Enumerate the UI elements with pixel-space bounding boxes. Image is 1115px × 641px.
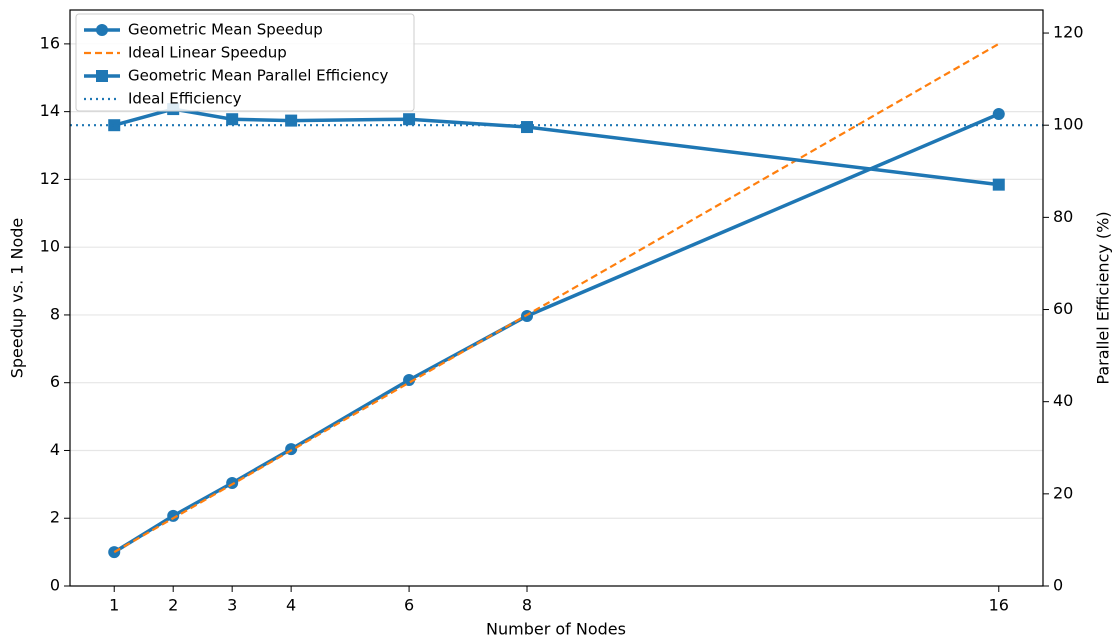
y2-tick-label: 100 [1053, 115, 1084, 134]
point [108, 119, 121, 132]
point [992, 108, 1005, 121]
y2-tick-label: 0 [1053, 576, 1063, 595]
plot-frame [69, 9, 1044, 587]
x-tick-label: 4 [286, 596, 296, 615]
point [167, 509, 180, 522]
y2-tick-label: 120 [1053, 23, 1084, 42]
legend-label: Geometric Mean Speedup [128, 21, 323, 39]
series-line [113, 42, 1000, 554]
y-tick-label: 4 [50, 440, 60, 459]
y2-tick-label: 60 [1053, 299, 1073, 318]
x-tick-label: 6 [404, 596, 414, 615]
legend-marker [96, 70, 108, 82]
series-line [113, 107, 999, 187]
y-tick-label: 2 [50, 508, 60, 527]
legend-label: Geometric Mean Parallel Efficiency [128, 67, 389, 85]
y-tick-label: 14 [40, 101, 60, 120]
legend-marker [96, 24, 108, 36]
x-tick-label: 2 [168, 596, 178, 615]
y2-tick-label: 20 [1053, 483, 1073, 502]
y-tick-label: 10 [40, 237, 60, 256]
x-tick-label: 1 [109, 596, 119, 615]
point [226, 476, 239, 489]
y-tick-label: 6 [50, 372, 60, 391]
y-tick-label: 12 [40, 169, 60, 188]
point [226, 113, 239, 126]
y2-tick-label: 80 [1053, 207, 1073, 226]
x-tick-label: 8 [522, 596, 532, 615]
x-tick-label: 3 [227, 596, 237, 615]
x-tick-label: 16 [989, 596, 1009, 615]
point [285, 114, 298, 127]
legend-label: Ideal Linear Speedup [128, 44, 287, 62]
point [992, 178, 1005, 191]
point [521, 121, 534, 134]
y2-tick-label: 40 [1053, 391, 1073, 410]
x-axis-label: Number of Nodes [486, 620, 626, 639]
y-tick-label: 16 [40, 33, 60, 52]
legend: Geometric Mean Speedup Ideal Linear Speed… [75, 13, 415, 112]
y-tick-label: 0 [50, 576, 60, 595]
y2-axis-label: Parallel Efficiency (%) [1094, 211, 1113, 384]
y-axis-label: Speedup vs. 1 Node [8, 218, 27, 379]
point [403, 113, 416, 126]
legend-box [75, 13, 415, 112]
point [403, 373, 416, 386]
y-tick-label: 8 [50, 304, 60, 323]
legend-label: Ideal Efficiency [128, 90, 242, 108]
